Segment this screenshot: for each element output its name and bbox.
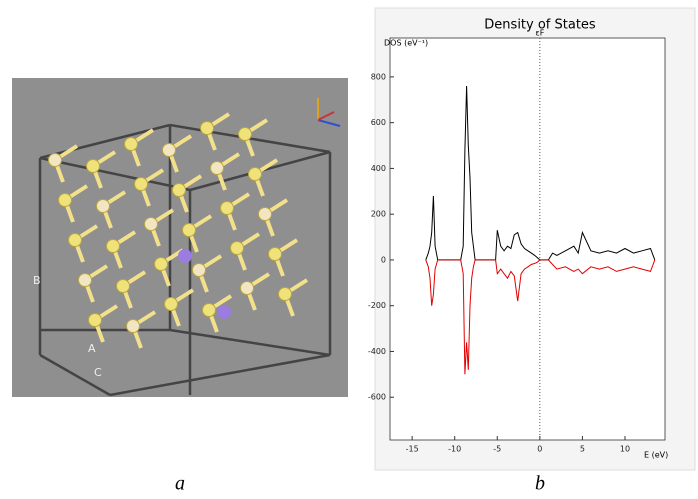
- atom: [182, 223, 196, 237]
- y-axis-label: DOS (eV⁻¹): [384, 39, 428, 48]
- x-tick-label: 10: [620, 445, 630, 454]
- atom: [116, 279, 130, 293]
- atom: [48, 153, 62, 167]
- atom: [134, 177, 148, 191]
- cell-edge: [39, 353, 111, 397]
- atom: [106, 239, 120, 253]
- panel-caption: b: [535, 473, 545, 495]
- atom: [240, 281, 254, 295]
- atom: [96, 199, 110, 213]
- atom: [220, 201, 234, 215]
- x-tick-label: -5: [493, 445, 501, 454]
- cell-edge: [39, 156, 191, 192]
- x-axis-label: E (eV): [644, 451, 668, 460]
- x-tick-label: -15: [406, 445, 419, 454]
- y-tick-label: -400: [368, 347, 386, 356]
- x-tick-label: -10: [448, 445, 461, 454]
- fermi-label: εF: [535, 29, 544, 38]
- y-tick-label: 600: [371, 118, 386, 127]
- atom: [172, 183, 186, 197]
- atom: [78, 273, 92, 287]
- atom: [258, 207, 272, 221]
- x-tick-label: 5: [580, 445, 585, 454]
- y-tick-label: 200: [371, 210, 386, 219]
- atom: [144, 217, 158, 231]
- atom: [210, 161, 224, 175]
- y-tick-label: -200: [368, 301, 386, 310]
- y-tick-label: 0: [381, 255, 386, 264]
- atom: [268, 247, 282, 261]
- chart-title: Density of States: [484, 18, 596, 33]
- atom: [86, 159, 100, 173]
- cell-edge: [169, 328, 331, 357]
- atom: [126, 319, 140, 333]
- lattice-label: A: [88, 342, 96, 355]
- atom: [154, 257, 168, 271]
- cell-edge: [39, 123, 171, 160]
- x-tick-label: 0: [537, 445, 542, 454]
- dos-line: [425, 259, 656, 375]
- axes-glyph: [317, 98, 341, 127]
- y-tick-label: 800: [371, 72, 386, 81]
- y-tick-label: 400: [371, 164, 386, 173]
- y-tick-label: -600: [368, 393, 386, 402]
- panel-caption: a: [175, 473, 185, 495]
- atom: [192, 263, 206, 277]
- dopant-atom: [178, 249, 192, 263]
- atom: [200, 121, 214, 135]
- atom: [278, 287, 292, 301]
- atom: [68, 233, 82, 247]
- atom: [230, 241, 244, 255]
- atom: [248, 167, 262, 181]
- atom: [88, 313, 102, 327]
- atom: [164, 297, 178, 311]
- atom: [58, 193, 72, 207]
- structure-panel: [12, 78, 348, 397]
- atom: [202, 303, 216, 317]
- atom: [162, 143, 176, 157]
- atom: [124, 137, 138, 151]
- atom: [238, 127, 252, 141]
- plot-area: [389, 37, 666, 441]
- lattice-label: B: [33, 274, 41, 287]
- crystal-structure: [38, 112, 332, 397]
- lattice-label: C: [94, 366, 102, 379]
- cell-edge: [109, 353, 331, 397]
- dopant-atom: [217, 305, 231, 319]
